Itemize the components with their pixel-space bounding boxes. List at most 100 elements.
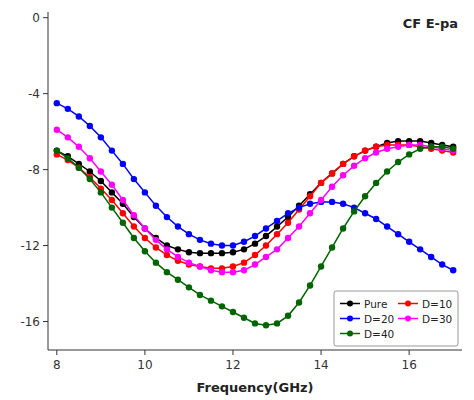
point	[120, 161, 126, 167]
point	[285, 313, 291, 319]
point	[109, 182, 115, 188]
point	[54, 127, 60, 133]
point	[54, 147, 60, 153]
point	[230, 269, 236, 275]
title: CF E-pa	[403, 16, 458, 31]
series-line	[57, 130, 453, 272]
point	[395, 231, 401, 237]
point	[274, 223, 280, 229]
point	[329, 183, 335, 189]
point	[417, 246, 423, 252]
point	[274, 218, 280, 224]
point	[98, 134, 104, 140]
point	[241, 246, 247, 252]
x-tick	[321, 350, 322, 355]
y-tick	[43, 17, 48, 18]
point	[296, 204, 302, 210]
point	[329, 170, 335, 176]
point	[406, 142, 412, 148]
point	[373, 144, 379, 150]
point	[109, 147, 115, 153]
point	[263, 254, 269, 260]
point	[274, 246, 280, 252]
point	[373, 216, 379, 222]
point	[164, 252, 170, 258]
point	[109, 189, 115, 195]
point	[54, 147, 60, 153]
x-axis	[48, 350, 462, 351]
point	[208, 297, 214, 303]
x-tick-label: 10	[137, 358, 152, 372]
point	[263, 225, 269, 231]
point	[362, 147, 368, 153]
point	[76, 165, 82, 171]
point	[417, 146, 423, 152]
y-tick-label: -12	[20, 239, 40, 253]
point	[197, 263, 203, 269]
legend-box	[334, 291, 458, 346]
point	[362, 193, 368, 199]
point	[219, 250, 225, 256]
point	[307, 282, 313, 288]
point	[142, 225, 148, 231]
x-tick	[409, 350, 410, 355]
point	[362, 147, 368, 153]
point	[131, 235, 137, 241]
point	[164, 269, 170, 275]
point	[219, 303, 225, 309]
x-tick-label: 14	[313, 358, 328, 372]
point	[219, 242, 225, 248]
point	[164, 246, 170, 252]
point	[428, 144, 434, 150]
x-tick-label: 8	[53, 358, 61, 372]
point	[109, 204, 115, 210]
point	[340, 225, 346, 231]
point	[263, 242, 269, 248]
point	[65, 106, 71, 112]
x-tick-label: 12	[225, 358, 240, 372]
point	[252, 252, 258, 258]
point	[285, 210, 291, 216]
point	[329, 244, 335, 250]
point	[197, 263, 203, 269]
point	[98, 178, 104, 184]
point	[186, 284, 192, 290]
point	[340, 172, 346, 178]
y-tick-label: -8	[28, 163, 40, 177]
point	[109, 197, 115, 203]
point	[131, 223, 137, 229]
point	[186, 259, 192, 265]
point	[263, 322, 269, 328]
point	[120, 210, 126, 216]
point	[263, 233, 269, 239]
series-line	[57, 145, 453, 268]
point	[175, 246, 181, 252]
y-tick-label: -4	[28, 87, 40, 101]
point	[54, 100, 60, 106]
point	[318, 180, 324, 186]
point	[384, 223, 390, 229]
point	[373, 180, 379, 186]
point	[252, 233, 258, 239]
point	[351, 163, 357, 169]
point	[164, 214, 170, 220]
point	[252, 261, 258, 267]
point	[241, 267, 247, 273]
legend: PureD=10D=20D=30D=40	[334, 291, 458, 346]
point	[208, 267, 214, 273]
point	[351, 153, 357, 159]
point	[285, 235, 291, 241]
point	[98, 189, 104, 195]
point	[186, 249, 192, 255]
point	[241, 259, 247, 265]
point	[307, 193, 313, 199]
y-tick	[43, 245, 48, 246]
point	[142, 189, 148, 195]
point	[186, 231, 192, 237]
point	[175, 223, 181, 229]
point	[87, 168, 93, 174]
point	[406, 239, 412, 245]
point	[153, 202, 159, 208]
point	[142, 225, 148, 231]
point	[296, 223, 302, 229]
